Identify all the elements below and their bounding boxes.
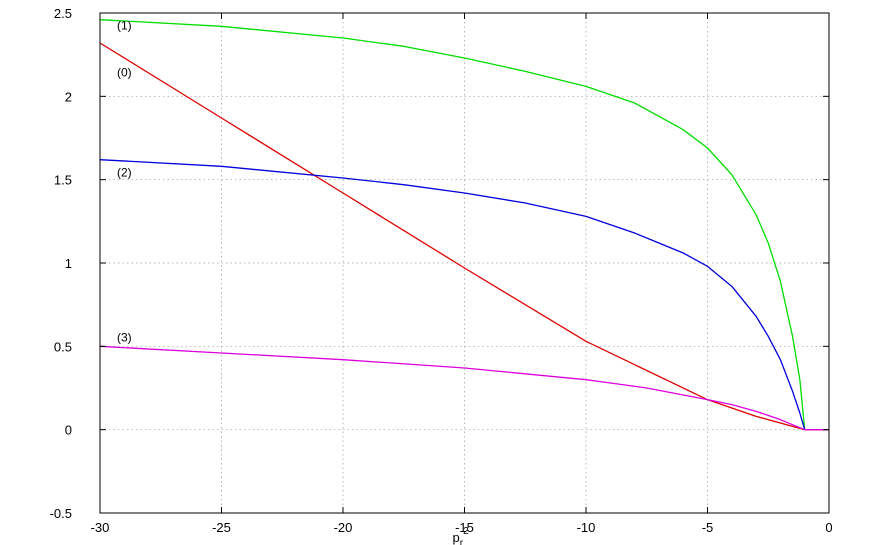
y-tick-label: 1 — [65, 256, 72, 271]
axis-ticks — [99, 12, 830, 514]
y-tick-label: 2.5 — [54, 6, 72, 21]
x-tick-label: -10 — [577, 520, 596, 535]
x-tick-label: -25 — [212, 520, 231, 535]
y-tick-label: 2 — [65, 89, 72, 104]
x-axis-label-subscript: r — [460, 538, 464, 545]
series-line-0 — [99, 19, 806, 430]
x-tick-label: -15 — [455, 520, 474, 535]
y-tick-label: 0 — [65, 423, 72, 438]
x-tick-label: -30 — [91, 520, 110, 535]
x-axis-label-superscript: 2 — [463, 526, 469, 537]
series-label-0: (1) — [117, 19, 132, 33]
x-tick-labels: -30 -25 -20 -15 -10 -5 0 — [91, 520, 833, 535]
y-tick-label: -0.5 — [50, 506, 72, 521]
series-line-3 — [99, 345, 829, 431]
x-tick-label: -5 — [702, 520, 714, 535]
x-axis-label-base: p — [453, 530, 460, 545]
series-line-2 — [99, 159, 806, 430]
series-lines — [99, 19, 829, 431]
x-axis-label: pr2 — [453, 526, 470, 545]
y-tick-labels: -0.5 0 0.5 1 1.5 2 2.5 — [50, 6, 72, 521]
series-labels: (1) (0) (2) (3) — [117, 19, 132, 345]
series-label-3: (3) — [117, 330, 132, 344]
series-label-1: (0) — [117, 65, 132, 79]
y-tick-label: 0.5 — [54, 339, 72, 354]
grid-lines — [100, 13, 829, 513]
x-tick-label: 0 — [825, 520, 832, 535]
y-tick-label: 1.5 — [54, 173, 72, 188]
series-line-1 — [99, 42, 829, 431]
x-tick-label: -20 — [334, 520, 353, 535]
series-label-2: (2) — [117, 165, 132, 179]
